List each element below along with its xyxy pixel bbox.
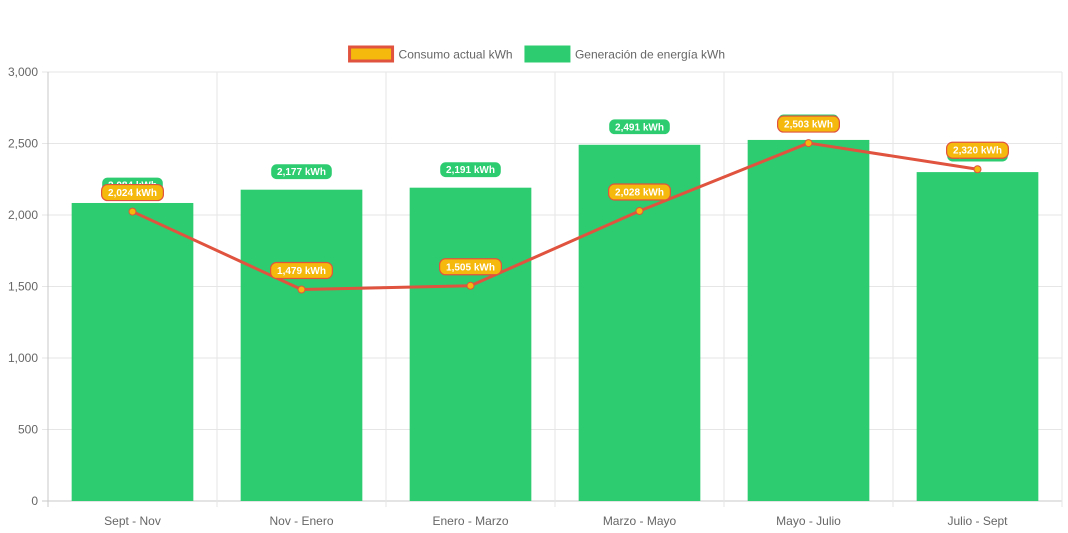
line-point[interactable] <box>804 139 813 148</box>
data-label-text: 2,503 kWh <box>784 120 833 131</box>
x-tick-label: Nov - Enero <box>269 514 333 528</box>
x-tick-label: Sept - Nov <box>104 514 161 528</box>
y-tick-label: 2,500 <box>8 137 38 151</box>
x-tick-label: Mayo - Julio <box>776 514 841 528</box>
data-label-bg <box>439 161 503 179</box>
data-label-text: 2,491 kWh <box>615 122 664 133</box>
y-tick-label: 0 <box>31 494 38 508</box>
line-point[interactable] <box>973 165 982 174</box>
legend-item[interactable]: Consumo actual kWh <box>348 45 513 63</box>
legend-label: Consumo actual kWh <box>399 48 513 62</box>
data-label-text: 1,505 kWh <box>446 262 495 273</box>
bar-data-label: 2,491 kWh <box>607 118 671 136</box>
data-label-bg <box>607 183 671 201</box>
data-label-bg <box>607 118 671 136</box>
x-tick-label: Enero - Marzo <box>432 514 508 528</box>
line-data-label: 1,505 kWh <box>439 258 503 276</box>
y-tick-label: 1,500 <box>8 280 38 294</box>
data-label-bg <box>439 258 503 276</box>
bar[interactable] <box>240 189 363 501</box>
data-label-text: 1,479 kWh <box>277 266 326 277</box>
y-tick-label: 1,000 <box>8 351 38 365</box>
line-data-label: 2,503 kWh <box>776 115 840 133</box>
data-label-text: 2,191 kWh <box>446 165 495 176</box>
legend: Consumo actual kWh Generación de energía … <box>348 45 725 63</box>
bar[interactable] <box>916 172 1039 501</box>
data-label-bg <box>945 141 1009 159</box>
y-tick-label: 2,000 <box>8 208 38 222</box>
data-label-bg <box>776 115 840 133</box>
bar-layer <box>71 139 1039 502</box>
data-label-bg <box>270 261 334 280</box>
x-tick-label: Julio - Sept <box>947 514 1008 528</box>
line-data-label: 2,024 kWh <box>100 183 164 202</box>
bar[interactable] <box>71 202 194 501</box>
line-data-label: 2,320 kWh <box>945 141 1009 159</box>
line-point[interactable] <box>297 285 306 294</box>
legend-label: Generación de energía kWh <box>575 48 725 62</box>
data-label-text: 2,028 kWh <box>615 187 664 198</box>
data-label-bg <box>100 183 164 202</box>
line-point[interactable] <box>635 206 644 215</box>
bar[interactable] <box>409 187 532 501</box>
legend-item[interactable]: Generación de energía kWh <box>524 45 725 63</box>
bar-data-label: 2,191 kWh <box>439 161 503 179</box>
line-data-label: 2,028 kWh <box>607 183 671 201</box>
bar-data-label: 2,177 kWh <box>270 163 334 181</box>
grid-layer <box>42 71 1063 507</box>
legend-swatch <box>524 45 571 63</box>
data-label-bg <box>270 163 334 181</box>
data-label-text: 2,177 kWh <box>277 167 326 178</box>
x-tick-label: Marzo - Mayo <box>603 514 677 528</box>
line-data-label: 1,479 kWh <box>270 261 334 280</box>
bar[interactable] <box>578 144 701 502</box>
bar[interactable] <box>747 139 870 502</box>
y-tick-label: 3,000 <box>8 65 38 79</box>
axis-layer: 0 500 1,000 1,500 2,000 2,500 3,000 Sept - Nov N… <box>8 65 1008 528</box>
data-label-text: 2,024 kWh <box>108 188 157 199</box>
line-point[interactable] <box>128 207 137 216</box>
line-point[interactable] <box>466 281 475 290</box>
y-tick-label: 500 <box>18 423 38 437</box>
legend-swatch <box>348 45 395 63</box>
data-label-text: 2,320 kWh <box>953 146 1002 157</box>
